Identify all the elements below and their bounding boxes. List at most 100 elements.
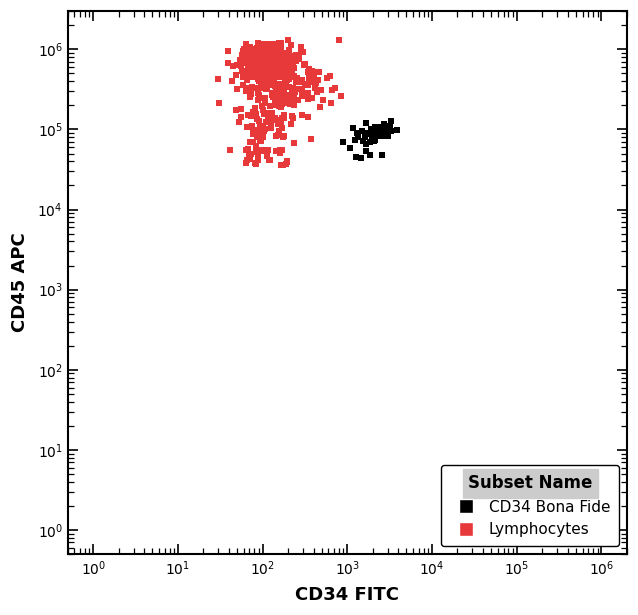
Point	[256, 55, 266, 65]
Point	[255, 56, 265, 66]
Point	[258, 60, 269, 69]
Point	[267, 59, 278, 69]
Point	[244, 67, 255, 77]
Point	[266, 48, 276, 58]
Point	[258, 71, 268, 81]
Point	[255, 52, 265, 62]
Point	[255, 121, 265, 131]
Point	[261, 75, 271, 85]
Point	[268, 49, 278, 59]
Point	[248, 127, 258, 137]
Point	[242, 62, 253, 71]
Point	[290, 77, 300, 87]
Point	[256, 57, 267, 67]
Point	[268, 63, 278, 73]
Point	[213, 74, 223, 84]
Point	[271, 100, 281, 109]
Point	[278, 123, 288, 133]
Point	[276, 64, 286, 74]
Point	[263, 50, 273, 60]
Point	[294, 84, 304, 93]
Point	[258, 59, 268, 69]
Point	[223, 58, 234, 68]
Point	[242, 66, 252, 76]
Point	[243, 109, 253, 119]
Point	[259, 44, 269, 54]
Point	[265, 53, 276, 63]
Point	[259, 57, 269, 66]
Point	[243, 57, 253, 67]
Point	[275, 62, 285, 71]
Point	[267, 73, 278, 82]
Point	[255, 53, 265, 63]
Point	[274, 90, 285, 100]
Point	[271, 65, 281, 74]
Point	[250, 55, 260, 65]
Point	[272, 69, 282, 79]
Point	[272, 62, 282, 71]
Point	[284, 47, 294, 57]
Point	[248, 137, 258, 146]
Point	[266, 69, 276, 79]
Point	[256, 62, 267, 71]
Point	[278, 109, 288, 119]
Point	[260, 63, 270, 73]
Point	[363, 128, 373, 138]
Point	[277, 65, 287, 74]
Point	[256, 59, 267, 69]
Point	[259, 60, 269, 70]
Point	[264, 74, 274, 84]
Point	[252, 52, 262, 62]
Point	[241, 70, 251, 80]
Point	[256, 70, 266, 80]
Point	[298, 90, 308, 100]
Point	[275, 95, 285, 105]
Point	[279, 59, 290, 69]
Point	[258, 55, 269, 65]
Point	[259, 63, 269, 73]
Point	[284, 90, 294, 100]
Point	[360, 118, 371, 128]
Point	[237, 50, 248, 60]
Point	[244, 137, 255, 147]
Point	[258, 59, 269, 69]
Point	[245, 63, 255, 73]
Point	[252, 53, 262, 63]
Point	[266, 50, 276, 60]
Point	[279, 65, 289, 75]
Point	[228, 62, 238, 71]
Point	[251, 56, 261, 66]
Point	[278, 90, 288, 100]
Point	[260, 63, 270, 73]
Point	[263, 54, 274, 63]
Point	[248, 71, 258, 81]
Point	[285, 51, 295, 61]
Point	[271, 87, 281, 97]
Point	[241, 86, 251, 96]
Point	[272, 70, 282, 80]
Point	[264, 42, 274, 52]
Point	[258, 45, 269, 55]
Point	[269, 60, 279, 69]
Point	[296, 44, 306, 54]
Point	[262, 63, 272, 73]
Point	[255, 66, 265, 76]
Point	[256, 66, 267, 76]
Point	[284, 69, 294, 79]
Point	[267, 53, 278, 63]
Point	[264, 67, 274, 77]
Point	[265, 57, 275, 66]
Point	[237, 72, 248, 82]
Point	[231, 105, 241, 115]
Point	[242, 156, 252, 165]
Point	[281, 57, 292, 66]
Point	[308, 93, 318, 103]
Point	[251, 114, 262, 124]
Point	[253, 70, 263, 80]
Point	[285, 53, 295, 63]
Point	[258, 59, 269, 69]
Point	[269, 57, 279, 67]
Point	[274, 38, 284, 48]
Point	[263, 63, 273, 73]
Point	[272, 65, 282, 74]
